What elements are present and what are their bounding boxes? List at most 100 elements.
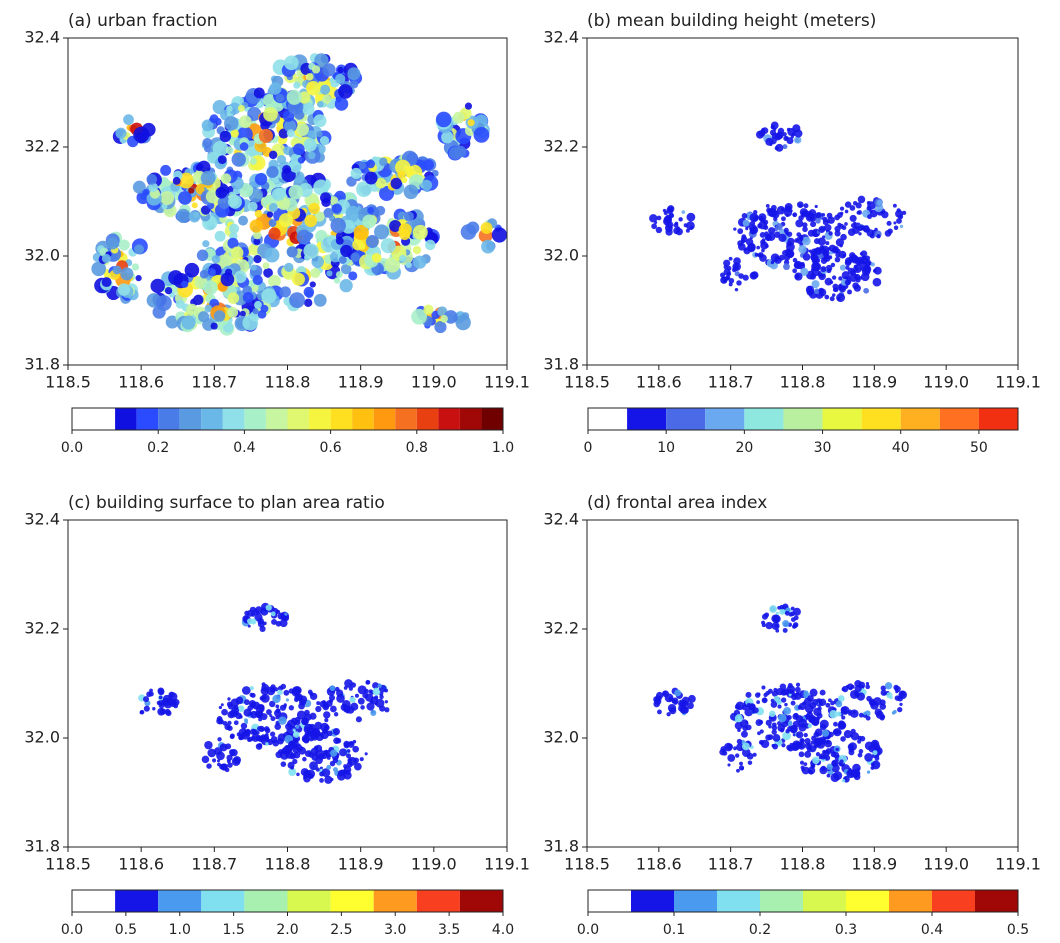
colorbar-segment <box>889 890 932 912</box>
urban-patch <box>747 760 753 765</box>
urban-patch <box>688 694 696 703</box>
urban-patch <box>175 299 185 309</box>
urban-patch <box>831 275 837 280</box>
colorbar-segment <box>674 890 717 912</box>
urban-patch <box>233 720 239 726</box>
urban-patch <box>771 614 780 623</box>
urban-patch <box>782 132 787 137</box>
urban-patch <box>303 286 315 298</box>
urban-patch <box>181 280 189 288</box>
colorbar-tick-label: 0.1 <box>663 922 685 938</box>
urban-patch <box>261 682 266 687</box>
urban-patch <box>298 91 311 104</box>
urban-patch <box>720 272 726 278</box>
urban-patch <box>143 696 150 703</box>
urban-patch <box>686 212 696 222</box>
urban-patch <box>864 260 871 266</box>
urban-patch <box>216 751 225 761</box>
urban-patch <box>265 742 269 746</box>
urban-patch <box>366 159 376 169</box>
urban-patch <box>250 264 257 271</box>
urban-patch <box>831 759 839 767</box>
urban-patch <box>765 137 774 146</box>
urban-patch <box>774 255 780 261</box>
urban-patch <box>173 703 179 709</box>
urban-patch <box>269 714 273 718</box>
urban-patch <box>784 702 788 707</box>
urban-patch <box>184 262 200 278</box>
urban-patch <box>196 249 209 262</box>
urban-patch <box>308 202 320 215</box>
urban-patch <box>249 157 257 165</box>
urban-patch <box>323 711 331 719</box>
panel-title: (c) building surface to plan area ratio <box>68 493 385 513</box>
urban-patch <box>814 728 823 737</box>
urban-patch <box>809 770 814 775</box>
urban-patch <box>204 304 213 313</box>
urban-patch <box>796 731 804 739</box>
urban-patch <box>765 204 770 208</box>
urban-patch <box>847 743 854 750</box>
urban-patch <box>883 692 887 696</box>
urban-patch <box>268 227 281 240</box>
y-tick-label: 32.4 <box>543 510 579 529</box>
urban-patch <box>874 227 878 232</box>
urban-patch <box>389 219 402 233</box>
urban-patch <box>866 770 871 774</box>
urban-patch <box>763 225 769 230</box>
urban-patch <box>818 287 825 294</box>
urban-patch <box>235 696 244 705</box>
colorbar-tick-label: 1.0 <box>492 440 514 456</box>
urban-patch <box>266 709 272 715</box>
urban-patch <box>792 257 798 263</box>
colorbar-segment <box>115 890 159 912</box>
colorbar-segment <box>705 408 745 430</box>
urban-patch <box>814 289 820 295</box>
urban-patch <box>367 206 375 214</box>
colorbar-segment <box>846 890 889 912</box>
urban-patch <box>464 102 473 110</box>
urban-patch <box>202 240 210 248</box>
urban-patch <box>298 702 305 710</box>
urban-patch <box>794 136 802 144</box>
urban-patch <box>217 737 222 742</box>
colorbar-tick-label: 3.0 <box>384 922 406 938</box>
urban-patch <box>841 687 846 692</box>
urban-patch <box>775 223 783 231</box>
urban-patch <box>681 210 686 214</box>
urban-patch <box>812 262 822 272</box>
urban-patch <box>242 292 254 303</box>
urban-patch <box>833 721 838 727</box>
urban-patch <box>739 719 749 728</box>
urban-patch <box>310 267 321 279</box>
urban-patch <box>746 752 754 760</box>
urban-patch <box>197 311 210 323</box>
colorbar-segment <box>783 408 823 430</box>
urban-patch <box>255 743 263 750</box>
urban-patch <box>271 618 278 625</box>
urban-patch <box>345 209 359 223</box>
urban-patch <box>252 729 258 735</box>
urban-patch <box>379 694 384 700</box>
urban-patch <box>297 743 301 747</box>
urban-patch <box>157 688 165 696</box>
urban-patch <box>338 84 353 99</box>
urban-patch <box>897 214 904 220</box>
colorbar-segment <box>244 408 266 430</box>
urban-patch <box>288 184 304 200</box>
urban-patch <box>352 745 359 753</box>
urban-patch <box>178 190 192 205</box>
urban-patch <box>247 736 253 742</box>
urban-patch <box>839 264 847 271</box>
urban-patch <box>686 702 694 710</box>
urban-patch <box>195 164 203 171</box>
colorbar-segment <box>115 408 137 430</box>
urban-patch <box>350 167 362 179</box>
urban-patch <box>815 212 822 219</box>
urban-patch <box>728 277 735 284</box>
urban-patch <box>896 208 901 213</box>
urban-patch <box>272 694 281 704</box>
urban-patch <box>745 238 754 246</box>
urban-patch <box>857 210 862 215</box>
urban-patch <box>316 130 323 138</box>
